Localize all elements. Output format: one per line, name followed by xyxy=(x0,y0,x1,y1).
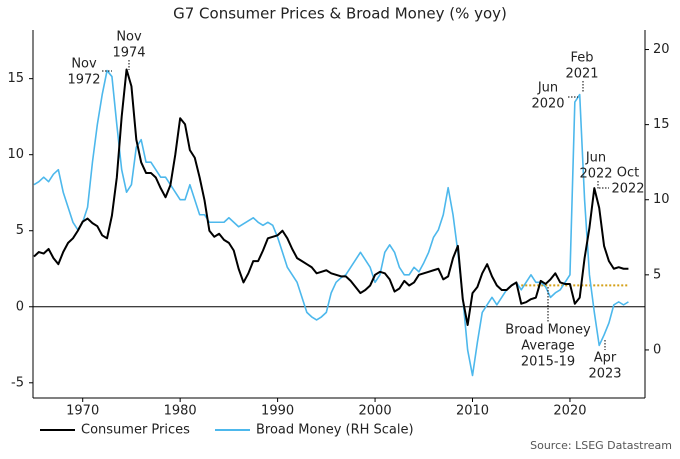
annotation: 1974 xyxy=(112,46,145,61)
y2-tick-label: 5 xyxy=(653,267,661,282)
x-tick-label: 2020 xyxy=(553,404,586,419)
y-tick-label: 0 xyxy=(16,299,24,314)
annotation: 2021 xyxy=(565,67,598,82)
source: Source: LSEG Datastream xyxy=(530,439,672,452)
y2-tick-label: 10 xyxy=(653,192,670,207)
series-line xyxy=(33,69,629,377)
annotation: Broad Money xyxy=(505,323,591,338)
chart-title: G7 Consumer Prices & Broad Money (% yoy) xyxy=(173,5,507,23)
y2-tick-label: 0 xyxy=(653,342,661,357)
annotation: 2022 xyxy=(611,182,644,197)
y-tick-label: 5 xyxy=(16,223,24,238)
annotation: Average xyxy=(521,339,574,354)
x-tick-label: 2000 xyxy=(359,404,392,419)
annotation: 2015-19 xyxy=(521,355,575,370)
x-tick-label: 2010 xyxy=(456,404,489,419)
annotation: Oct xyxy=(617,166,639,181)
annotation: Feb xyxy=(570,51,593,66)
annotation: Nov xyxy=(71,57,97,72)
annotation: Nov xyxy=(116,30,142,45)
y-tick-label: -5 xyxy=(11,375,24,390)
annotation: 2022 xyxy=(579,167,612,182)
annotation: 2023 xyxy=(588,367,621,382)
x-tick-label: 1990 xyxy=(261,404,294,419)
annotation: Jun xyxy=(537,81,558,96)
annotation: 1972 xyxy=(67,73,100,88)
legend-label: Consumer Prices xyxy=(81,423,190,438)
y2-tick-label: 20 xyxy=(653,42,670,57)
annotation: Apr xyxy=(594,351,617,366)
x-tick-label: 1970 xyxy=(66,404,99,419)
y-tick-label: 10 xyxy=(7,147,24,162)
x-tick-label: 1980 xyxy=(164,404,197,419)
series-line xyxy=(33,68,629,327)
y-tick-label: 15 xyxy=(7,71,24,86)
annotation: 2020 xyxy=(531,97,564,112)
annotation: Jun xyxy=(585,151,606,166)
legend-label: Broad Money (RH Scale) xyxy=(256,423,414,438)
y2-tick-label: 15 xyxy=(653,117,670,132)
